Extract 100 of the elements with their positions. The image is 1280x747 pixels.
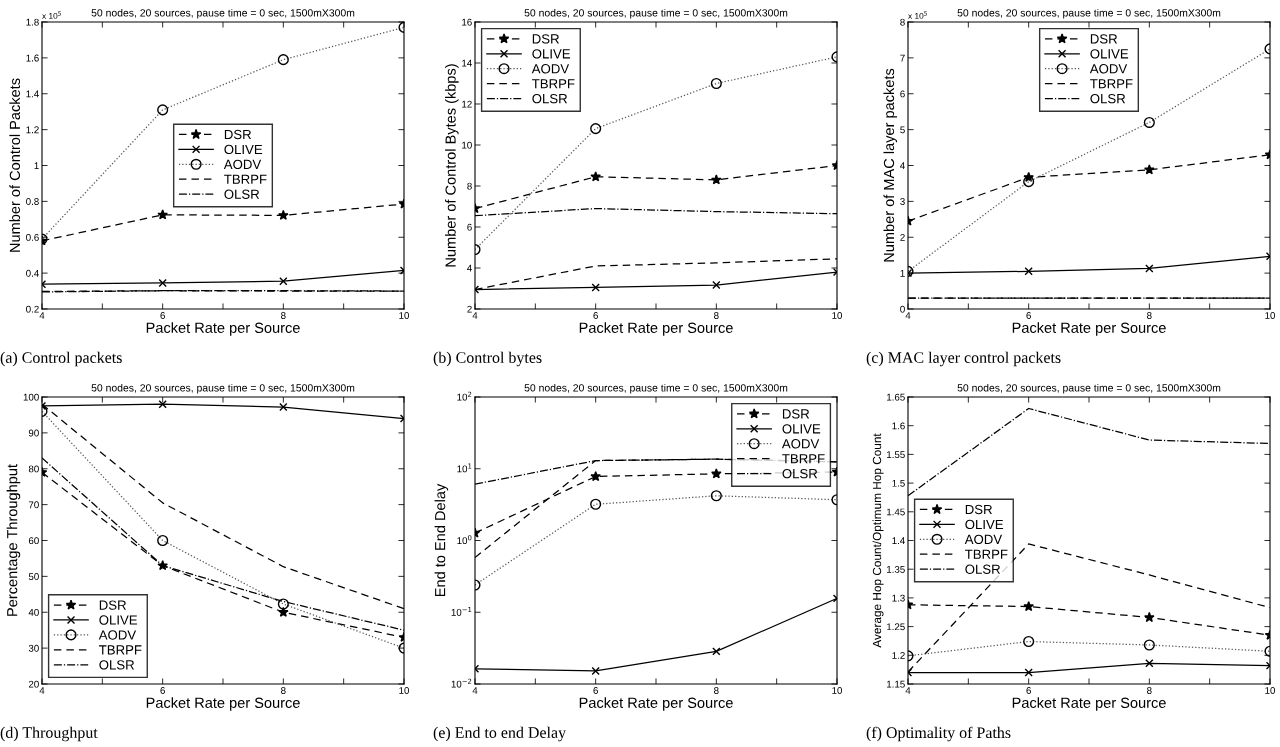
x-tick-label: 10 bbox=[399, 312, 410, 319]
x-tick-label: 6 bbox=[1026, 687, 1031, 694]
y-tick-label: 1.5 bbox=[892, 479, 905, 487]
x-tick-label: 4 bbox=[472, 687, 478, 694]
y-tick-label: 0.4 bbox=[26, 269, 39, 277]
x-axis-title: Packet Rate per Source bbox=[579, 697, 733, 711]
y-tick-label: 1.15 bbox=[887, 680, 905, 688]
x-tick-label: 8 bbox=[1147, 312, 1152, 319]
y-tick-label: 1.3 bbox=[892, 594, 905, 602]
legend-label: TBRPF bbox=[1090, 79, 1133, 89]
legend-label: OLIVE bbox=[99, 615, 138, 625]
y-tick-label: 4 bbox=[467, 264, 472, 272]
x-tick-label: 8 bbox=[1147, 687, 1152, 694]
y-tick-label: 100 bbox=[23, 393, 39, 401]
x-axis-title: Packet Rate per Source bbox=[1012, 322, 1166, 336]
y-tick-label: 1.4 bbox=[892, 537, 905, 545]
y-tick-label: 7 bbox=[900, 54, 905, 62]
legend-label: TBRPF bbox=[224, 174, 267, 184]
legend-label: TBRPF bbox=[532, 79, 575, 89]
y-tick-label: 90 bbox=[28, 429, 39, 437]
legend-label: OLSR bbox=[99, 660, 135, 670]
legend-label: AODV bbox=[223, 159, 262, 170]
legend-label: OLSR bbox=[1090, 93, 1126, 104]
legend-label: OLSR bbox=[224, 189, 260, 199]
x-tick-label: 6 bbox=[593, 687, 598, 694]
y-axis-title: Average Hop Count/Optimum Hop Count bbox=[872, 433, 884, 648]
text: x 10$^{5}$ bbox=[908, 11, 928, 19]
y-tick-label: 70 bbox=[28, 501, 39, 509]
y-tick-label: 60 bbox=[28, 537, 39, 545]
y-tick-label: 1.4 bbox=[26, 90, 39, 98]
y-axis-title: End to End Delay bbox=[434, 483, 449, 597]
y-tick-label: 80 bbox=[28, 465, 39, 473]
x-tick-label: 6 bbox=[160, 312, 165, 319]
x-tick-label: 4 bbox=[39, 312, 45, 319]
x-tick-label: 4 bbox=[905, 687, 911, 694]
x-tick-label: 6 bbox=[593, 312, 598, 319]
y-tick-label: 8 bbox=[467, 182, 472, 190]
y-axis-title: Number of MAC layer packets bbox=[883, 68, 898, 262]
legend-label: OLSR bbox=[782, 468, 818, 479]
legend-label: OLSR bbox=[965, 564, 1001, 574]
legend-label: TBRPF bbox=[99, 645, 142, 655]
x-tick-label: 10 bbox=[832, 687, 843, 694]
y-axis-title: Number of Control Packets bbox=[9, 78, 21, 252]
legend-label: DSR bbox=[1090, 34, 1118, 44]
y-tick-label: 10$^{1}$ bbox=[457, 463, 472, 473]
y-tick-label: 0.6 bbox=[26, 233, 39, 241]
y-tick-label: 12 bbox=[462, 100, 472, 108]
y-tick-label: 20 bbox=[28, 680, 39, 688]
y-tick-label: 1 bbox=[900, 269, 905, 277]
legend-label: DSR bbox=[99, 600, 126, 610]
y-tick-label: 14 bbox=[462, 59, 472, 67]
x-tick-label: 4 bbox=[472, 312, 478, 319]
x-axis-title: Packet Rate per Source bbox=[146, 697, 300, 711]
y-tick-label: 16 bbox=[462, 18, 472, 26]
x-tick-label: 10 bbox=[832, 312, 843, 319]
text: x 10$^{5}$ bbox=[42, 11, 62, 19]
y-tick-label: 8 bbox=[900, 18, 905, 26]
x-tick-label: 10 bbox=[399, 687, 410, 694]
legend-label: OLIVE bbox=[1090, 49, 1129, 59]
legend-label: TBRPF bbox=[965, 549, 1008, 559]
x-tick-label: 4 bbox=[39, 687, 45, 694]
legend-label: AODV bbox=[531, 64, 570, 74]
x-tick-label: 8 bbox=[281, 312, 286, 319]
text: (f) Optimality of Paths bbox=[866, 726, 1011, 742]
chart-title: 50 nodes, 20 sources, pause time = 0 sec, 1500mX300m bbox=[524, 8, 788, 19]
x-tick-label: 6 bbox=[160, 687, 165, 694]
x-tick-label: 8 bbox=[714, 687, 719, 694]
y-tick-label: 1.45 bbox=[887, 508, 905, 516]
y-tick-label: 6 bbox=[900, 90, 905, 98]
legend-label: OLIVE bbox=[965, 519, 1004, 530]
y-tick-label: 40 bbox=[28, 608, 39, 616]
x-tick-label: 8 bbox=[714, 312, 719, 319]
y-tick-label: 1.2 bbox=[892, 652, 905, 659]
chart-title: 50 nodes, 20 sources, pause time = 0 sec, 1500mX300m bbox=[524, 383, 788, 394]
x-tick-label: 10 bbox=[1265, 312, 1276, 319]
legend-label: OLIVE bbox=[532, 49, 571, 59]
legend-label: OLIVE bbox=[782, 424, 821, 434]
y-tick-label: 1.2 bbox=[26, 126, 39, 134]
y-tick-label: 1.55 bbox=[887, 451, 905, 459]
chart-title: 50 nodes, 20 sources, pause time = 0 sec, 1500mX300m bbox=[957, 8, 1221, 19]
legend-label: OLIVE bbox=[224, 144, 263, 155]
legend-label: OLSR bbox=[532, 93, 568, 104]
y-tick-label: 0.2 bbox=[26, 305, 39, 313]
legend-label: AODV bbox=[98, 630, 137, 640]
chart-title: 50 nodes, 20 sources, pause time = 0 sec, 1500mX300m bbox=[91, 383, 355, 394]
x-tick-label: 4 bbox=[905, 312, 911, 319]
legend-label: AODV bbox=[964, 534, 1003, 545]
y-tick-label: 1.6 bbox=[26, 54, 39, 62]
x-tick-label: 8 bbox=[281, 687, 286, 694]
legend-label: DSR bbox=[782, 409, 810, 419]
y-tick-label: 3 bbox=[900, 198, 905, 205]
y-tick-label: 1.65 bbox=[887, 393, 905, 401]
y-tick-label: 10$^{−2}$ bbox=[451, 678, 472, 688]
y-tick-label: 50 bbox=[28, 573, 39, 580]
y-tick-label: 2 bbox=[900, 233, 905, 241]
y-tick-label: 1.6 bbox=[892, 422, 905, 430]
y-tick-label: 0.8 bbox=[26, 198, 39, 205]
y-tick-label: 6 bbox=[467, 223, 472, 231]
text: (a) Control packets bbox=[0, 351, 122, 367]
y-tick-label: 10$^{0}$ bbox=[457, 535, 472, 545]
